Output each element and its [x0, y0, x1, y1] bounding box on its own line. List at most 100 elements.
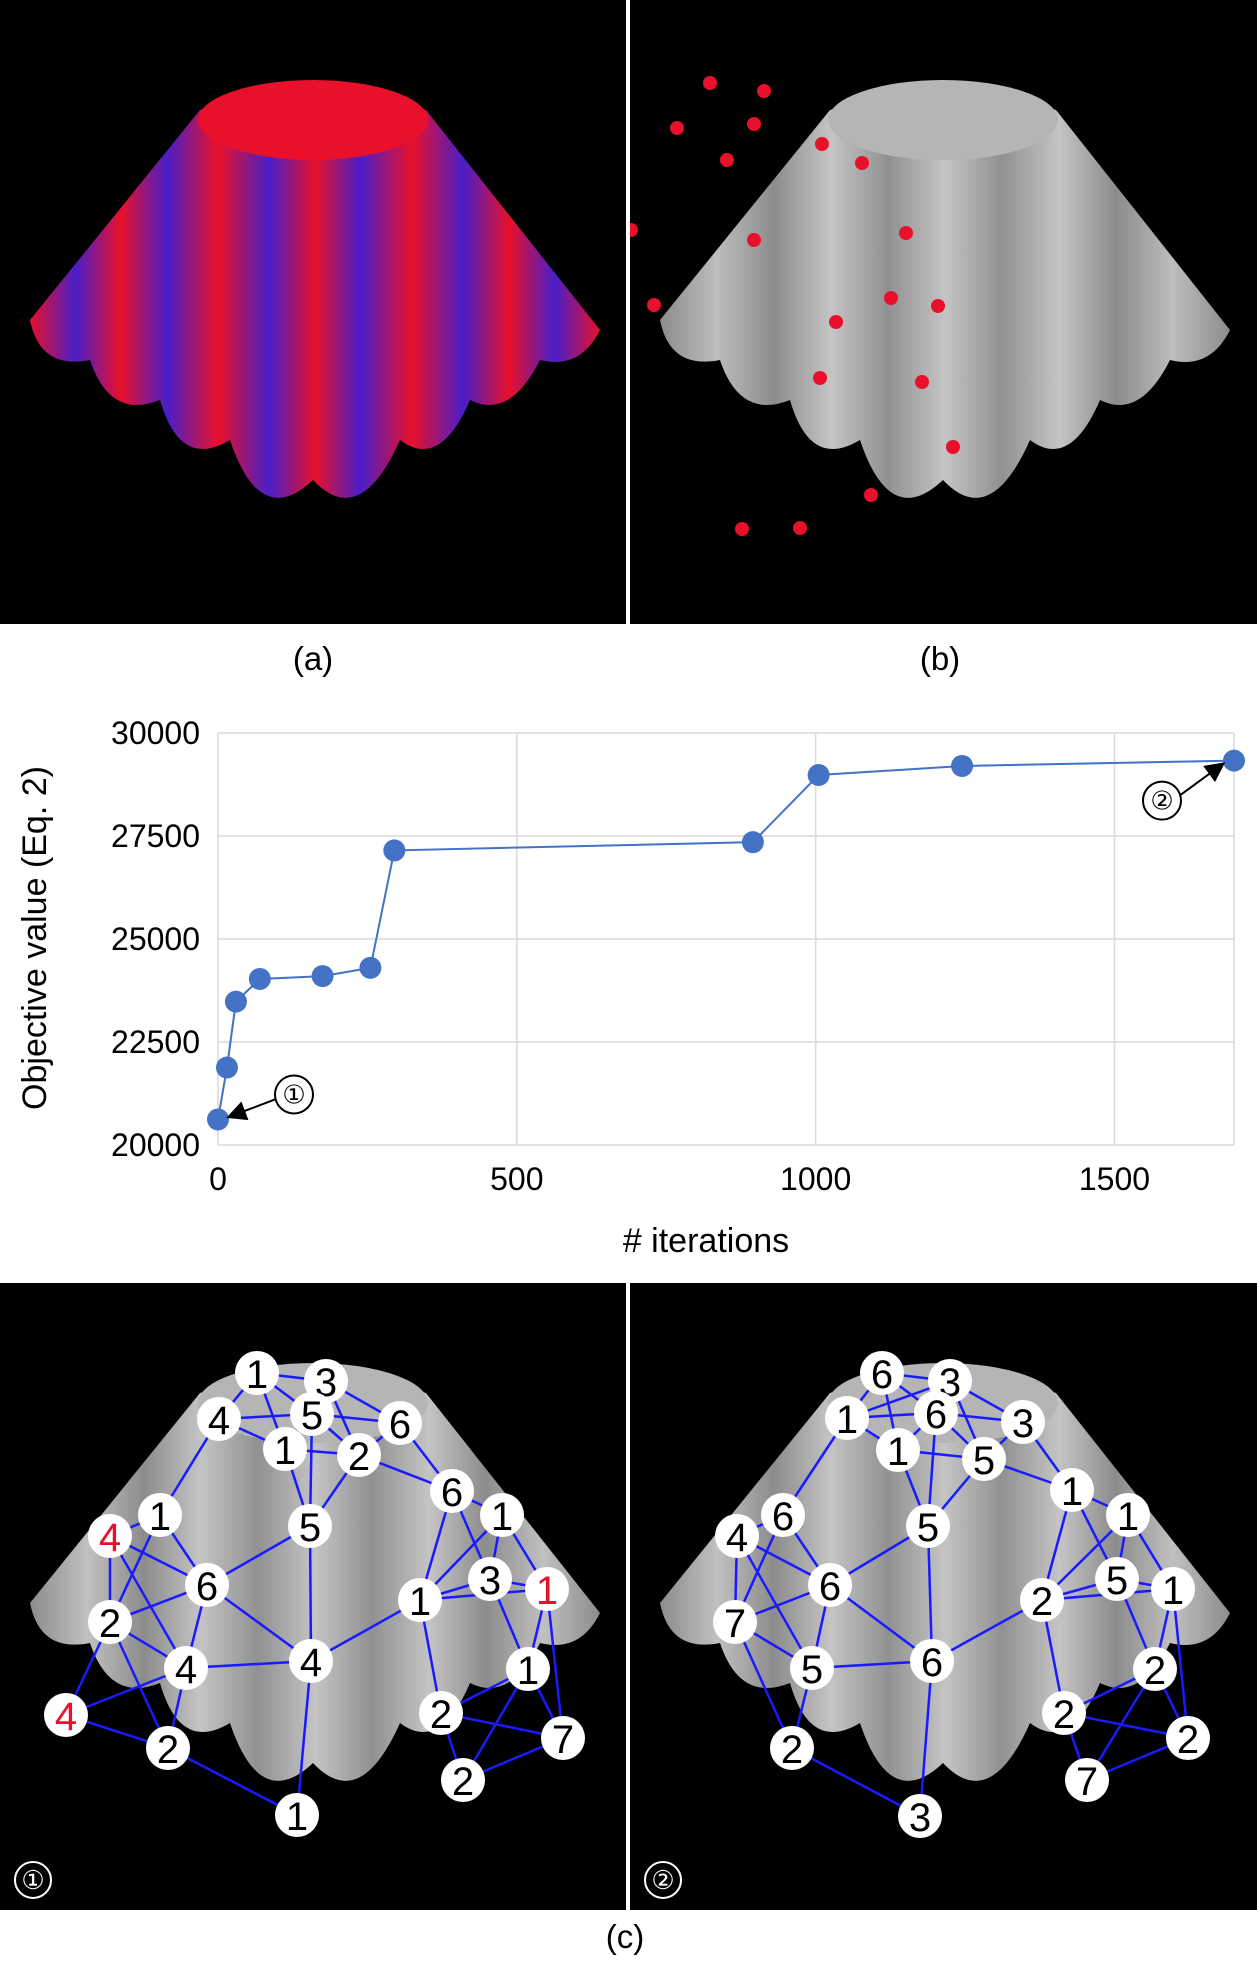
- graph-edge: [926, 1525, 934, 1662]
- graph-node: 1: [398, 1578, 442, 1624]
- data-point: [215, 1056, 238, 1079]
- data-point: [224, 990, 247, 1013]
- y-axis-label: Objective value (Eq. 2): [16, 766, 54, 1110]
- node-circle: [1106, 1493, 1150, 1537]
- node-label: 2: [1053, 1693, 1075, 1737]
- node-label: 1: [1162, 1569, 1184, 1613]
- node-label: 7: [1076, 1760, 1098, 1804]
- node-label: 1: [409, 1580, 431, 1624]
- graph-node: 2: [146, 1726, 190, 1772]
- node-circle: [1151, 1567, 1195, 1611]
- node-circle: [441, 1758, 485, 1802]
- node-circle: [290, 1392, 334, 1436]
- y-tick-label: 30000: [111, 715, 200, 751]
- node-circle: [88, 1600, 132, 1644]
- node-label: 2: [1177, 1718, 1199, 1762]
- node-circle: [1001, 1400, 1045, 1444]
- graph-edge: [108, 1535, 188, 1669]
- graph-node: 3: [898, 1794, 942, 1840]
- graph-node: 7: [541, 1716, 585, 1762]
- data-point: [311, 965, 334, 988]
- node-label: 6: [772, 1495, 794, 1539]
- chart-annotations: ①②: [226, 762, 1226, 1121]
- node-circle: [185, 1563, 229, 1607]
- node-label: 4: [99, 1516, 121, 1560]
- series-points: [207, 749, 1245, 1131]
- graph-node: 6: [430, 1469, 474, 1515]
- graph-node: 6: [378, 1401, 422, 1447]
- graph-edge: [308, 1525, 313, 1662]
- annotation-arrow: [226, 1098, 276, 1121]
- series-line: [217, 759, 1235, 1120]
- node-label: 1: [1117, 1495, 1139, 1539]
- node-circle: [235, 1351, 279, 1395]
- graph-node: 2: [1166, 1716, 1210, 1762]
- node-circle: [468, 1557, 512, 1601]
- node-circle: [506, 1647, 550, 1691]
- node-label: 6: [871, 1353, 893, 1397]
- graph-node: 2: [88, 1600, 132, 1646]
- node-circle: [761, 1493, 805, 1537]
- node-label: 6: [441, 1471, 463, 1515]
- graph-node: 1: [138, 1493, 182, 1539]
- graph-node: 2: [1020, 1578, 1064, 1624]
- graph-node: 1: [1106, 1493, 1150, 1539]
- node-circle: [1095, 1557, 1139, 1601]
- node-circle: [146, 1726, 190, 1770]
- data-point: [807, 764, 830, 787]
- caption-a: (a): [292, 640, 334, 677]
- graph-node: 2: [770, 1726, 814, 1772]
- node-label: 1: [246, 1353, 268, 1397]
- node-label: 2: [348, 1435, 370, 1479]
- graph-edge: [791, 1746, 921, 1818]
- graph-node: 1: [876, 1428, 920, 1474]
- graph-node: 1: [525, 1567, 569, 1613]
- node-label: 2: [157, 1728, 179, 1772]
- panel-b-mesh-render: [630, 0, 1257, 624]
- graph-node: 1: [275, 1793, 319, 1839]
- node-circle: [906, 1504, 950, 1548]
- y-tick-label: 20000: [111, 1127, 200, 1163]
- graph-edge: [545, 1588, 565, 1739]
- graph-edge: [733, 1621, 794, 1749]
- panel-marker-2: ②: [644, 1861, 682, 1899]
- graph-node: 4: [289, 1639, 333, 1685]
- node-circle: [288, 1504, 332, 1548]
- graph-node: 1: [235, 1351, 279, 1397]
- node-label: 2: [452, 1760, 474, 1804]
- node-circle: [1020, 1578, 1064, 1622]
- node-circle: [88, 1514, 132, 1558]
- annotation-circle: [1142, 780, 1182, 821]
- node-label: 6: [389, 1403, 411, 1447]
- chart-grid: [217, 732, 1235, 1146]
- data-point: [741, 831, 764, 854]
- graph-node: 1: [1050, 1468, 1094, 1514]
- node-label: 3: [479, 1559, 501, 1603]
- graph-node: 6: [808, 1563, 852, 1609]
- graph-node: 3: [468, 1557, 512, 1603]
- node-circle: [289, 1639, 333, 1683]
- node-label: 4: [55, 1695, 77, 1739]
- caption-b: (b): [919, 640, 961, 677]
- node-label: 6: [196, 1565, 218, 1609]
- graph-node: 1: [480, 1493, 524, 1539]
- node-circle: [263, 1427, 307, 1471]
- graph-node: 6: [914, 1391, 958, 1437]
- node-circle: [197, 1397, 241, 1441]
- node-label: 5: [973, 1439, 995, 1483]
- graph-node: 4: [88, 1514, 132, 1560]
- graph-node: 5: [906, 1504, 950, 1550]
- graph-node: 5: [962, 1437, 1006, 1483]
- graph-node: 7: [1065, 1758, 1109, 1804]
- node-circle: [419, 1691, 463, 1735]
- node-label: 5: [801, 1648, 823, 1692]
- node-circle: [398, 1578, 442, 1622]
- node-label: 4: [726, 1516, 748, 1560]
- graph-node: 1: [1151, 1567, 1195, 1613]
- graph-node: 5: [290, 1392, 334, 1438]
- annotation-label: ②: [1150, 787, 1173, 817]
- graph-node: 6: [185, 1563, 229, 1609]
- graph-node: 4: [197, 1397, 241, 1443]
- data-point: [951, 754, 974, 777]
